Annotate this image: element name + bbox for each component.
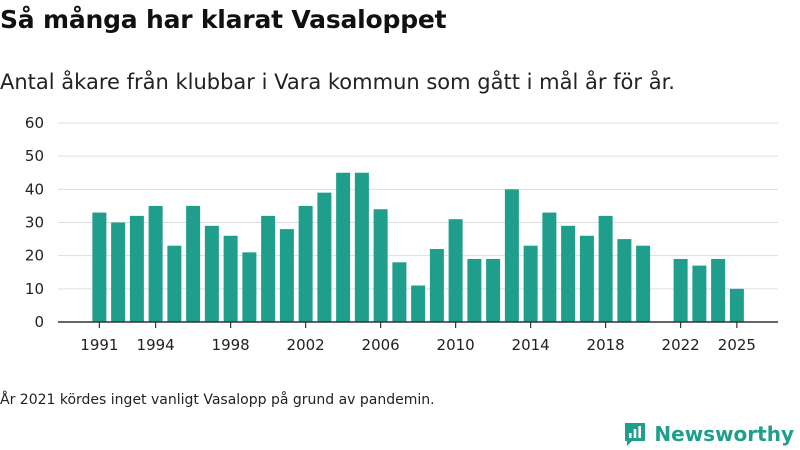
- x-tick-label: 2018: [587, 336, 625, 354]
- bar-2012: [486, 258, 501, 322]
- bar-2025: [729, 288, 744, 322]
- x-tick-label: 2025: [718, 336, 756, 354]
- newsworthy-logo-icon: [625, 423, 646, 446]
- bar-1993: [129, 215, 144, 322]
- bar-1992: [111, 222, 126, 322]
- bar-2022: [673, 258, 688, 322]
- bar-1994: [148, 205, 163, 322]
- x-tick-label: 2022: [662, 336, 700, 354]
- chart-footnote: År 2021 kördes inget vanligt Vasalopp på…: [0, 392, 435, 408]
- x-tick-label: 1991: [80, 336, 118, 354]
- bar-2018: [598, 215, 613, 322]
- bar-2004: [336, 172, 351, 322]
- x-tick-label: 1998: [212, 336, 250, 354]
- bar-2024: [711, 258, 726, 322]
- y-tick-label: 20: [25, 247, 44, 265]
- bar-2000: [261, 215, 276, 322]
- y-tick-label: 60: [25, 114, 44, 132]
- x-tick-label: 2002: [287, 336, 325, 354]
- bar-2003: [317, 192, 332, 322]
- y-tick-label: 0: [34, 313, 44, 331]
- newsworthy-brand[interactable]: Newsworthy: [623, 419, 794, 449]
- bar-2007: [392, 262, 407, 322]
- y-tick-label: 10: [25, 280, 44, 298]
- y-tick-label: 40: [25, 180, 44, 198]
- x-tick-label: 2014: [512, 336, 550, 354]
- bar-2016: [561, 225, 576, 322]
- bar-2009: [429, 249, 444, 322]
- bar-2008: [411, 285, 426, 322]
- bar-1998: [223, 235, 238, 322]
- x-tick-label: 1994: [137, 336, 175, 354]
- brand-name: Newsworthy: [654, 422, 794, 446]
- bar-2019: [617, 239, 632, 322]
- bar-2002: [298, 205, 313, 322]
- bar-1991: [92, 212, 107, 322]
- bar-2006: [373, 209, 388, 322]
- bar-2020: [636, 245, 651, 322]
- x-tick-label: 2006: [362, 336, 400, 354]
- bar-1997: [204, 225, 219, 322]
- bar-1999: [242, 252, 257, 322]
- chart-subtitle: Antal åkare från klubbar i Vara kommun s…: [0, 70, 675, 94]
- bar-2014: [523, 245, 538, 322]
- bar-1996: [186, 205, 201, 322]
- bar-2010: [448, 219, 463, 322]
- y-tick-label: 30: [25, 214, 44, 232]
- y-tick-label: 50: [25, 147, 44, 165]
- bar-2017: [579, 235, 594, 322]
- bar-2011: [467, 258, 482, 322]
- chart-title: Så många har klarat Vasaloppet: [0, 5, 447, 34]
- bar-2005: [354, 172, 369, 322]
- x-tick-label: 2010: [437, 336, 475, 354]
- bar-2013: [504, 189, 519, 322]
- bar-1995: [167, 245, 182, 322]
- bar-2015: [542, 212, 557, 322]
- bar-2001: [279, 229, 294, 322]
- bar-chart: 0 10 20 30 40 50 60 1991 1994 1998 2002 2006 2010 201…: [25, 114, 778, 354]
- bar-2023: [692, 265, 707, 322]
